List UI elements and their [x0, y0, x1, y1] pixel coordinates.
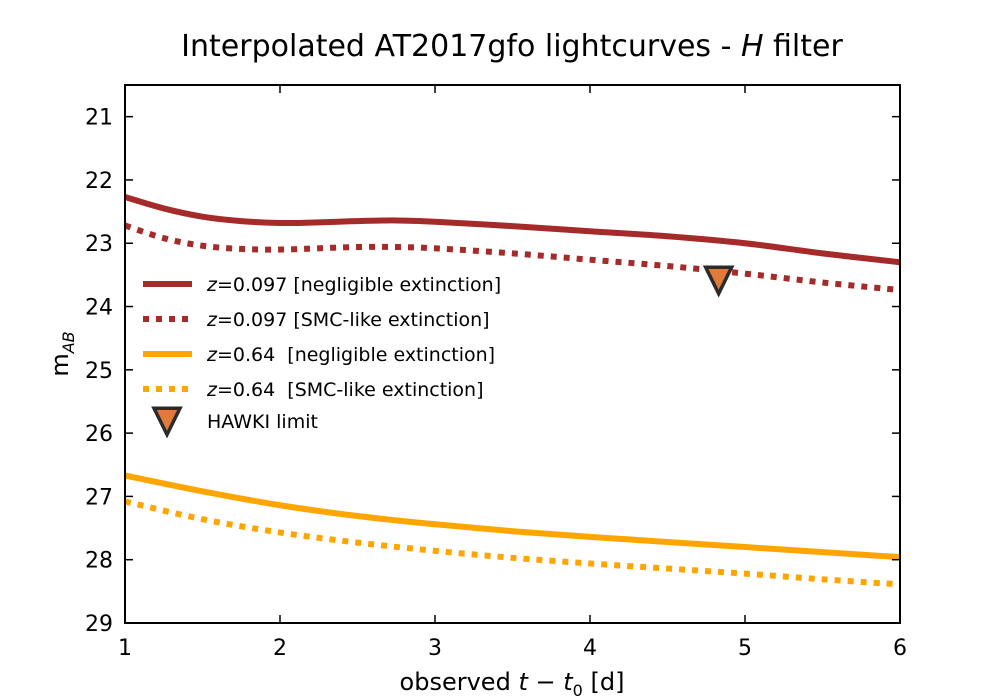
- legend-label-1: z=0.097 [negligible extinction]: [206, 274, 501, 296]
- y-tick-label: 21: [85, 106, 113, 131]
- x-tick-label: 4: [583, 636, 597, 661]
- legend-label-4: z=0.64 [SMC-like extinction]: [206, 379, 484, 401]
- chart-title: Interpolated AT2017gfo lightcurves - H f…: [181, 29, 843, 64]
- y-axis-label: mAB: [46, 331, 78, 376]
- x-tick-label: 5: [738, 636, 752, 661]
- plot-frame: [124, 84, 901, 624]
- y-tick-label: 22: [85, 169, 113, 194]
- y-tick-label: 25: [85, 359, 113, 384]
- y-tick-label: 26: [85, 422, 113, 447]
- legend-label-3: z=0.64 [negligible extinction]: [206, 344, 495, 366]
- series-line-2: [125, 222, 900, 294]
- x-tick-label: 6: [893, 636, 907, 661]
- x-axis-label: observed t − t0 [d]: [400, 668, 625, 700]
- x-tick-label: 3: [428, 636, 442, 661]
- legend-marker-hawki: [151, 406, 183, 439]
- legend: z=0.097 [negligible extinction] z=0.097 […: [143, 274, 501, 439]
- x-tick-label: 1: [118, 636, 132, 661]
- y-tick-label: 27: [85, 485, 113, 510]
- y-tick-label: 28: [85, 549, 113, 574]
- y-tick-label: 29: [85, 612, 113, 637]
- legend-label-hawki: HAWKI limit: [207, 411, 318, 433]
- x-tick-label: 2: [273, 636, 287, 661]
- y-tick-label: 24: [85, 296, 113, 321]
- y-tick-label: 23: [85, 232, 113, 257]
- series-line-4: [125, 498, 900, 588]
- legend-label-2: z=0.097 [SMC-like extinction]: [206, 309, 490, 331]
- series-layer: [125, 194, 900, 588]
- series-line-3: [125, 472, 900, 561]
- marker-hawki-limit: [702, 265, 735, 298]
- series-line-1: [125, 194, 900, 266]
- marker-layer: [702, 265, 735, 298]
